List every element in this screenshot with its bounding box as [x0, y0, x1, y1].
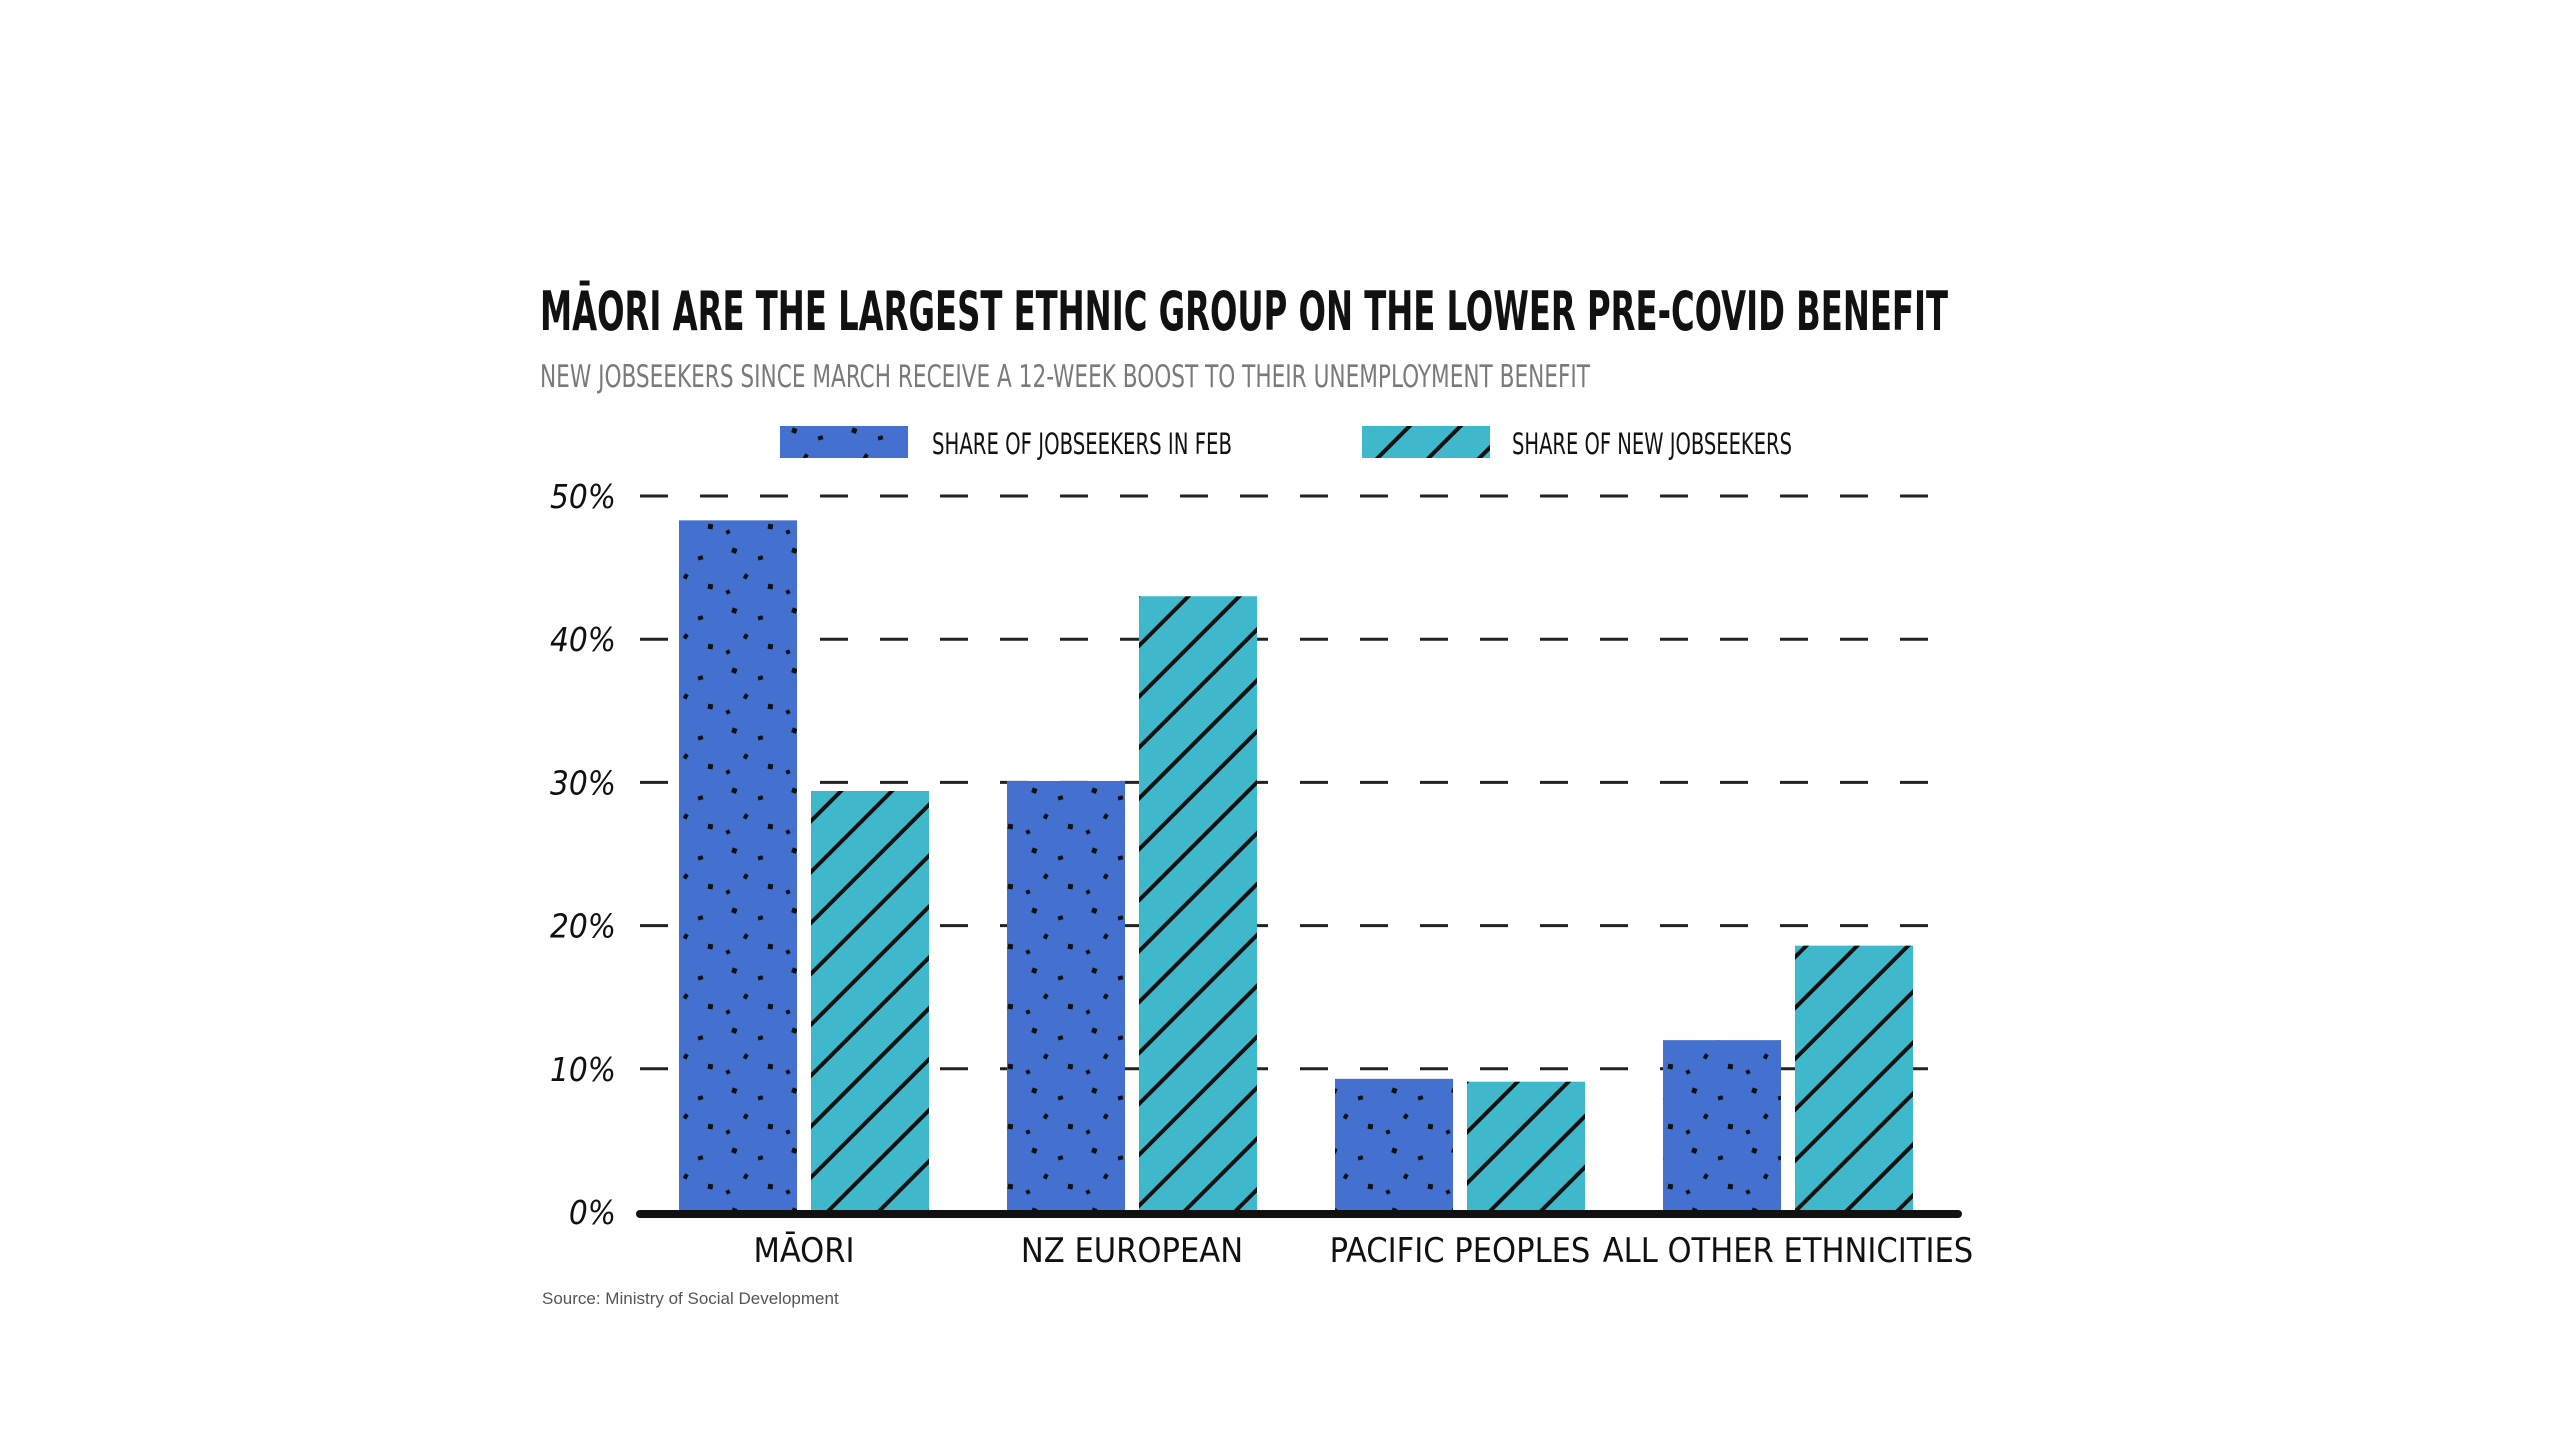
- x-axis-labels: MĀORI NZ EUROPEAN PACIFIC PEOPLES ALL OTHER…: [753, 1231, 1973, 1271]
- chart-subtitle: NEW JOBSEEKERS SINCE MARCH RECEIVE A 12-…: [540, 359, 1591, 395]
- y-axis-ticks: 0% 10% 20% 30% 40% 50%: [550, 477, 616, 1232]
- y-tick-label: 0%: [569, 1193, 616, 1232]
- y-tick-label: 10%: [550, 1050, 616, 1089]
- y-tick-label: 20%: [550, 907, 616, 946]
- legend-swatch-feb: [780, 426, 908, 458]
- legend-swatch-new: [1362, 426, 1490, 458]
- bar-feb-3: [1663, 1040, 1781, 1212]
- legend-label-new: SHARE OF NEW JOBSEEKERS: [1512, 427, 1792, 461]
- bar-feb-2: [1335, 1078, 1453, 1212]
- x-category-label: ALL OTHER ETHNICITIES: [1603, 1231, 1973, 1271]
- legend-label-feb: SHARE OF JOBSEEKERS IN FEB: [932, 427, 1232, 461]
- source-note: Source: Ministry of Social Development: [542, 1289, 839, 1308]
- bar-new-2: [1467, 1081, 1585, 1212]
- legend: SHARE OF JOBSEEKERS IN FEB SHARE OF NEW …: [780, 426, 1792, 461]
- bars: [679, 520, 1913, 1212]
- y-tick-label: 30%: [550, 763, 616, 802]
- bar-feb-1: [1007, 780, 1125, 1212]
- bar-feb-0: [679, 520, 797, 1212]
- x-category-label: MĀORI: [753, 1231, 854, 1271]
- bar-new-0: [811, 790, 929, 1212]
- x-category-label: NZ EUROPEAN: [1021, 1231, 1243, 1271]
- bar-new-1: [1139, 596, 1257, 1212]
- bar-new-3: [1795, 945, 1913, 1212]
- y-tick-label: 40%: [550, 620, 616, 659]
- y-tick-label: 50%: [550, 477, 616, 516]
- x-category-label: PACIFIC PEOPLES: [1330, 1231, 1591, 1271]
- chart-title: MĀORI ARE THE LARGEST ETHNIC GROUP ON TH…: [540, 280, 1948, 343]
